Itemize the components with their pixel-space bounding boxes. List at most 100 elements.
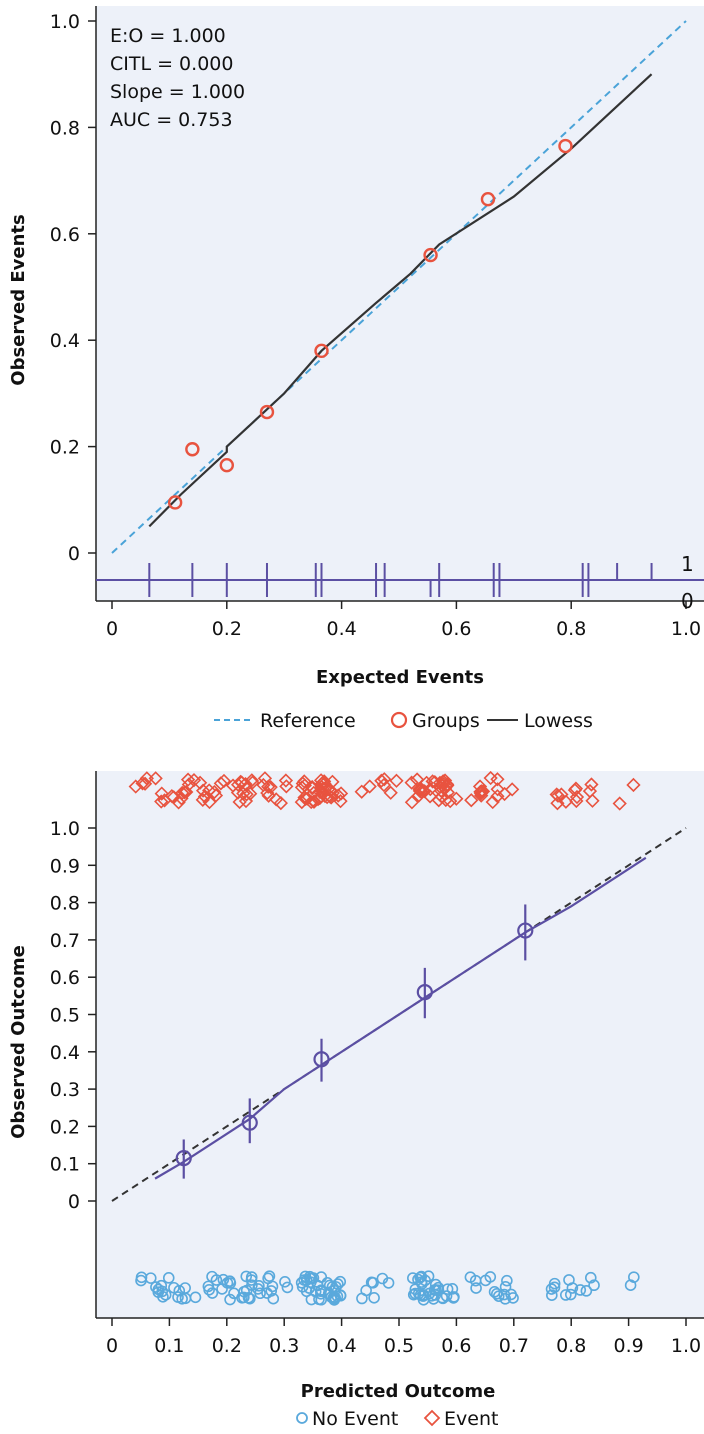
- event-marker: [437, 773, 453, 788]
- event-marker: [245, 775, 260, 790]
- bottom-x-tick-label: 0.1: [154, 1335, 184, 1357]
- no-event-marker: [407, 1288, 420, 1301]
- bottom-y-tick-label: 0.2: [50, 1116, 80, 1138]
- no-event-marker: [365, 1276, 378, 1289]
- event-marker: [550, 796, 565, 811]
- no-event-marker: [488, 1286, 501, 1298]
- event-marker: [485, 794, 500, 810]
- top-group-point: [558, 138, 573, 154]
- no-event-marker: [331, 1290, 344, 1303]
- no-event-marker: [470, 1282, 482, 1294]
- no-event-marker: [501, 1274, 513, 1287]
- event-marker: [376, 777, 392, 793]
- bottom-y-tick-label: 0.9: [50, 855, 80, 877]
- no-event-marker: [414, 1289, 427, 1301]
- top-y-tick-label: 0.8: [50, 117, 80, 139]
- no-event-marker: [157, 1291, 169, 1303]
- bottom-y-tick-label: 1.0: [50, 818, 80, 840]
- event-marker: [569, 793, 584, 809]
- no-event-marker: [566, 1282, 579, 1294]
- event-marker: [180, 772, 196, 787]
- top-stat-1: CITL = 0.000: [110, 53, 233, 75]
- no-event-marker: [427, 1293, 440, 1305]
- legend-event-label: Event: [444, 1408, 498, 1430]
- no-event-marker: [422, 1270, 435, 1283]
- bottom-x-axis-label: Predicted Outcome: [301, 1381, 496, 1402]
- bottom-y-tick-label: 0.4: [50, 1042, 80, 1064]
- top-group-point: [480, 192, 496, 207]
- no-event-marker: [159, 1289, 172, 1301]
- bottom-y-axis-label: Observed Outcome: [8, 945, 29, 1139]
- event-marker: [263, 780, 278, 795]
- top-chart: 0 0.2 0.4 0.6 0.8 1.0 0 0.2 0.4 0.6 0.8 1.0 E:O = …: [8, 6, 704, 732]
- no-event-marker: [412, 1273, 424, 1286]
- event-marker: [232, 794, 247, 810]
- top-x-tick-label: 0.6: [441, 618, 471, 640]
- event-marker: [306, 785, 321, 801]
- no-event-marker: [179, 1292, 192, 1305]
- top-rug-label-event: 1: [681, 552, 694, 576]
- no-event-marker: [580, 1285, 593, 1297]
- no-event-marker: [240, 1284, 253, 1297]
- event-marker: [260, 785, 275, 801]
- no-event-marker: [155, 1279, 168, 1292]
- no-event-marker: [216, 1283, 228, 1295]
- event-marker: [440, 777, 455, 792]
- bottom-y-tick-label: 0.3: [50, 1079, 80, 1101]
- no-event-marker: [469, 1274, 482, 1287]
- event-marker: [273, 795, 288, 811]
- no-event-marker: [168, 1281, 180, 1294]
- event-marker: [137, 776, 153, 791]
- no-event-marker: [228, 1287, 240, 1300]
- bottom-plot-area: [96, 771, 704, 1318]
- event-marker: [175, 785, 190, 801]
- event-marker: [297, 774, 312, 789]
- event-marker: [135, 776, 150, 791]
- top-stat-3: AUC = 0.753: [110, 109, 233, 131]
- legend-reference-label: Reference: [260, 710, 356, 732]
- event-marker: [436, 774, 451, 789]
- no-event-marker: [588, 1279, 600, 1292]
- bottom-calibration-line: [154, 856, 647, 1180]
- bottom-group-point: [313, 1051, 330, 1068]
- no-event-marker: [240, 1270, 253, 1283]
- event-marker: [584, 777, 599, 792]
- event-marker: [505, 782, 520, 797]
- no-event-marker: [245, 1271, 258, 1283]
- bottom-y-tick-label: 0.6: [50, 967, 80, 989]
- event-marker: [434, 789, 449, 804]
- top-x-tick-label: 0.4: [326, 618, 356, 640]
- bottom-y-tick-label: 0.5: [50, 1005, 80, 1027]
- event-marker: [354, 784, 369, 799]
- no-event-marker: [315, 1285, 327, 1298]
- event-marker: [177, 785, 192, 800]
- event-marker: [362, 779, 377, 794]
- event-marker: [383, 785, 398, 800]
- no-event-marker: [574, 1284, 587, 1296]
- top-group-point: [259, 404, 275, 420]
- bottom-y-tick-label: 0.8: [50, 893, 80, 915]
- event-marker: [148, 771, 163, 786]
- no-event-marker: [490, 1288, 503, 1300]
- event-marker: [164, 789, 179, 804]
- top-y-tick-label: 1.0: [50, 11, 80, 33]
- no-event-marker: [559, 1289, 572, 1301]
- event-marker: [439, 779, 454, 794]
- no-event-marker: [315, 1271, 328, 1283]
- no-event-marker: [409, 1287, 422, 1300]
- bottom-x-tick-label: 0.8: [556, 1335, 586, 1357]
- no-event-marker: [267, 1292, 280, 1305]
- no-event-marker: [407, 1272, 419, 1284]
- top-y-tick-label: 0.2: [50, 437, 80, 459]
- top-y-tick-label: 0: [68, 543, 80, 565]
- bottom-x-tick-label: 0.3: [269, 1335, 299, 1357]
- bottom-chart: 0 0.1 0.2 0.3 0.4 0.5 0.6 0.7 0.8 0.9 1.0 0 0.1 0.2 0…: [8, 770, 704, 1430]
- event-marker: [464, 793, 479, 808]
- no-event-marker: [484, 1271, 497, 1283]
- event-marker: [315, 784, 330, 799]
- no-event-marker: [414, 1271, 426, 1284]
- event-marker: [325, 774, 340, 789]
- no-event-marker: [564, 1288, 577, 1301]
